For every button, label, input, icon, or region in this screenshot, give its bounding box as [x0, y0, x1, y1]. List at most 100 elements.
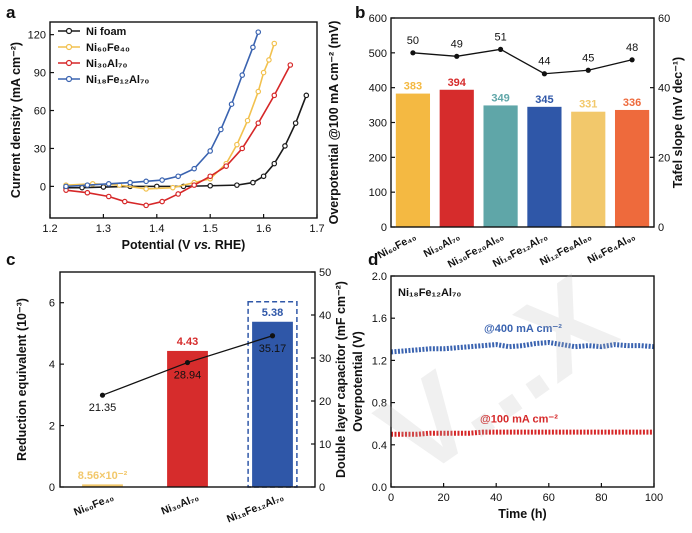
panel-c-bar [252, 321, 293, 487]
panel-d-ytick-label: 0.0 [372, 482, 387, 494]
panel-d-series-label: @400 mA cm⁻² [484, 323, 562, 335]
panel-b-ytick-label: 400 [369, 83, 387, 95]
panel-a-point [105, 193, 112, 200]
panel-a-point [100, 184, 107, 190]
panel-c-bar-value-label: 8.56×10⁻² [78, 470, 128, 482]
panel-a-point [234, 141, 240, 148]
panel-b-ytick-label: 200 [369, 152, 387, 164]
panel-d-frame [390, 275, 655, 488]
panel-d-xtick-label: 20 [437, 492, 449, 504]
panel-c-ytick-label: 0 [49, 482, 55, 494]
panel-b-bar-value-label: 349 [491, 92, 509, 104]
panel-b-tafel-point [497, 46, 504, 52]
panel-a-series-line [66, 95, 308, 189]
panel-a-point [121, 198, 128, 205]
panel-a-ytick-label: 30 [34, 143, 46, 155]
panel-b-bar-value-label: 331 [579, 99, 597, 111]
panel-a-point [127, 179, 133, 186]
panel-a-point [250, 44, 256, 51]
panel-d-xtick-label: 80 [595, 492, 607, 504]
panel-d-ytick-label: 1.2 [372, 355, 387, 367]
panel-a-point [223, 163, 230, 169]
panel-b-y2tick-label: 0 [658, 222, 664, 234]
panel-a-point [255, 88, 262, 95]
panel-d-series-line [390, 339, 655, 355]
panel-a-point [207, 173, 214, 180]
panel-a-point [255, 120, 262, 126]
panel-b-ytick-label: 300 [369, 118, 387, 130]
panel-a-xlabel: Potential (V vs. RHE) [122, 238, 246, 252]
panel-a-point [271, 92, 278, 99]
panel-d-ytick-label: 1.6 [372, 313, 387, 325]
panel-a-point [266, 57, 272, 63]
panel-b-y2label: Tafel slope (mV dec⁻¹) [671, 57, 685, 188]
panel-a-point [228, 101, 235, 107]
panel-a-point [271, 160, 278, 167]
panel-a-point [143, 178, 149, 185]
panel-c-bar [167, 350, 208, 487]
panel-c-capacitance-point [99, 392, 106, 398]
panel-d-ytick-label: 2.0 [372, 271, 387, 283]
panel-a-legend-marker [65, 27, 73, 35]
panel-a-point [175, 191, 181, 197]
panel-b-tafel-point [585, 67, 591, 73]
panel-a-xlabel-part: RHE) [211, 238, 245, 252]
panel-b-ylabel: Overpotential @100 mA cm⁻² (mV) [327, 21, 341, 225]
panel-a-legend-marker [65, 59, 73, 67]
panel-a-point [175, 173, 181, 180]
panel-a-ytick-label: 90 [34, 68, 46, 80]
panel-c-category-label: Ni₁₈Fe₁₂Al₇₀ [225, 492, 286, 526]
panel-a-point [159, 198, 165, 205]
panel-b-bar [483, 105, 518, 227]
panel-c-y2tick-label: 20 [319, 396, 331, 408]
panel-b-tafel-label: 50 [407, 35, 419, 47]
panel-c-frame [59, 271, 316, 488]
panel-a-point [271, 40, 278, 47]
panel-c-ytick-label: 4 [49, 359, 55, 371]
panel-a-label: a [6, 3, 16, 22]
panel-a-point [191, 165, 197, 172]
panel-b-y2tick-label: 40 [658, 83, 670, 95]
panel-d-series-line [391, 429, 654, 437]
panel-a-legend-label: Ni₁₈Fe₁₂Al₇₀ [86, 74, 149, 86]
panel-b-tafel-label: 45 [582, 52, 594, 64]
panel-a-legend-marker [65, 75, 73, 83]
panel-a-legend-label: Ni₃₀Al₇₀ [86, 58, 127, 70]
panel-c-ytick-label: 2 [49, 421, 55, 433]
panel-b-category-label: Ni₆₀Fe₄₀ [376, 231, 419, 261]
panel-a-point [191, 182, 197, 188]
panel-c-bar-value-label: 5.38 [262, 307, 283, 319]
panel-a-point [84, 189, 91, 196]
panel-a-point [282, 143, 288, 149]
panel-d-series-label: @100 mA cm⁻² [480, 413, 558, 425]
panel-c-y2tick-label: 50 [319, 267, 331, 279]
panel-a-point [292, 120, 299, 126]
panel-a-xlabel-part: Potential (V [122, 238, 194, 252]
panel-b-tafel-label: 48 [626, 42, 638, 54]
panel-b-bar [527, 106, 562, 227]
panel-a-point [218, 126, 224, 133]
panel-c-capacitance-label: 21.35 [89, 402, 117, 414]
panel-b-bar [439, 89, 474, 227]
panel-b-label: b [355, 3, 365, 22]
panel-b-frame [390, 17, 655, 228]
panel-a-xlabel-part: vs. [194, 238, 211, 252]
panel-d-ylabel: Overpotential (V) [351, 331, 365, 432]
panel-a-ytick-label: 60 [34, 106, 46, 118]
panel-a-xtick-label: 1.3 [96, 223, 111, 235]
panel-a-point [170, 184, 176, 191]
panel-b-tafel-label: 49 [451, 38, 463, 50]
panel-d-xtick-label: 60 [543, 492, 555, 504]
panel-a-point [234, 182, 240, 188]
panel-a-frame [49, 21, 318, 219]
panel-a-xtick-label: 1.2 [42, 223, 57, 235]
panel-b-bar-value-label: 394 [448, 77, 467, 89]
panel-c-label: c [6, 250, 15, 269]
panel-b-bar-value-label: 336 [623, 97, 641, 109]
panel-c-y2label: Double layer capacitor (mF cm⁻²) [334, 281, 348, 478]
panel-a-point [143, 186, 149, 192]
panel-a-point [84, 182, 91, 188]
panel-a-xtick-label: 1.7 [309, 223, 324, 235]
panel-a-point [239, 72, 246, 78]
